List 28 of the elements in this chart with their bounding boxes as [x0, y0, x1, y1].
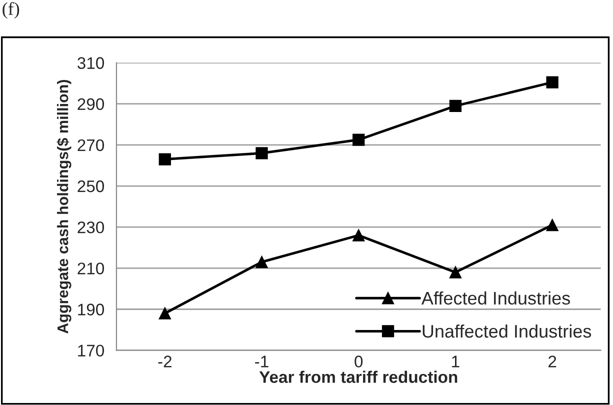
y-tick-label: 230: [78, 221, 104, 234]
x-tick-label: 0: [354, 356, 363, 368]
y-tick-label: 270: [78, 139, 104, 152]
x-tick-label: -2: [158, 356, 172, 368]
y-tick-label: 250: [78, 180, 104, 192]
x-tick-label: 1: [452, 356, 460, 368]
y-tick-label: 310: [77, 57, 104, 69]
legend-label: Unaffected Industries: [422, 324, 592, 338]
legend-label: Affected Industries: [421, 291, 570, 305]
x-tick-label: 2: [548, 356, 556, 368]
y-tick-label: 290: [78, 98, 104, 110]
y-tick-label: 210: [78, 262, 104, 274]
point: [546, 76, 558, 88]
y-tick-label: 170: [78, 344, 104, 357]
y-tick-label: 190: [78, 304, 104, 316]
point: [449, 100, 462, 112]
point: [352, 134, 365, 146]
x-axis-title: Year from tariff reduction: [259, 370, 458, 383]
point: [352, 229, 365, 242]
x-tick-label: -1: [255, 356, 268, 368]
y-axis-title: Aggregate cash holdings($ million): [56, 80, 72, 334]
point: [256, 147, 268, 160]
point: [256, 256, 268, 268]
point: [158, 153, 171, 166]
text: (f): [2, 2, 20, 19]
point: [449, 266, 462, 278]
point: [546, 218, 558, 232]
point: [158, 307, 171, 320]
